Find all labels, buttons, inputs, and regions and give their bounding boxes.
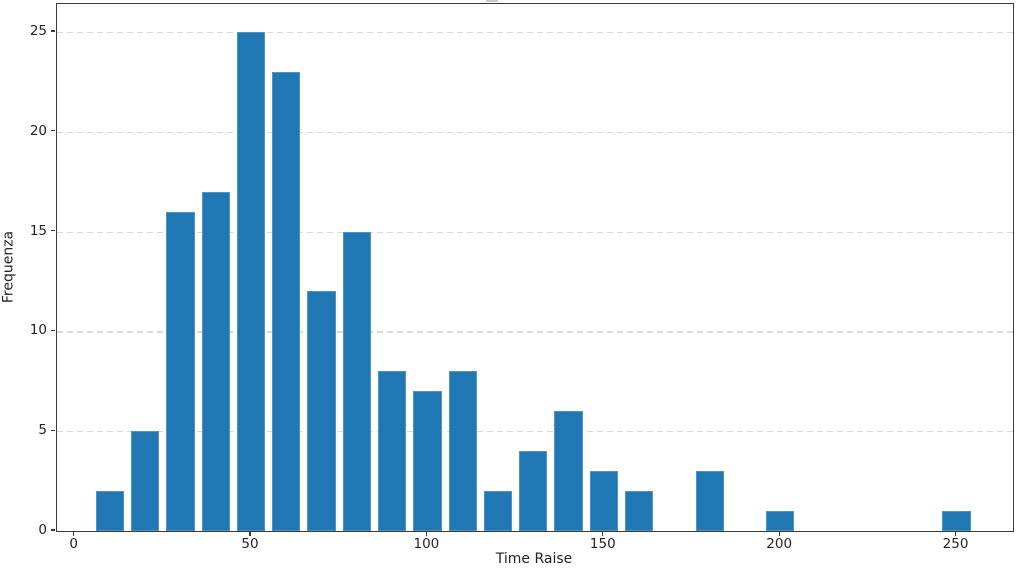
y-axis-title: Frequenza bbox=[0, 230, 17, 304]
x-tick-label: 250 bbox=[942, 536, 969, 552]
x-tick-mark bbox=[954, 531, 957, 536]
bar bbox=[413, 391, 442, 531]
y-tick-label: 10 bbox=[29, 322, 47, 339]
bar bbox=[942, 511, 971, 531]
plot-area bbox=[56, 3, 1014, 532]
bar bbox=[95, 491, 125, 531]
y-tick-mark bbox=[51, 329, 55, 331]
bar bbox=[483, 491, 513, 531]
bar bbox=[131, 431, 160, 531]
x-tick-mark bbox=[602, 531, 604, 536]
bar bbox=[624, 491, 654, 531]
y-tick-mark bbox=[51, 429, 55, 431]
bar bbox=[766, 511, 795, 531]
x-tick-label: 50 bbox=[241, 536, 259, 552]
bar bbox=[589, 471, 618, 531]
x-tick-mark bbox=[249, 531, 251, 536]
y-tick-label: 25 bbox=[29, 22, 47, 39]
bar bbox=[695, 471, 724, 531]
y-tick-mark bbox=[51, 229, 55, 232]
y-gridline bbox=[57, 331, 1013, 333]
bar bbox=[448, 371, 477, 531]
y-tick-label: 20 bbox=[29, 122, 47, 139]
bar bbox=[272, 71, 301, 531]
cropped-title-fragment bbox=[486, 0, 498, 2]
x-tick-mark bbox=[778, 531, 780, 536]
bar bbox=[201, 191, 230, 531]
bar bbox=[519, 451, 548, 531]
bar bbox=[236, 31, 266, 531]
bar bbox=[378, 371, 407, 531]
x-tick-label: 150 bbox=[589, 536, 616, 552]
x-tick-label: 100 bbox=[413, 536, 440, 552]
x-tick-mark bbox=[425, 531, 427, 536]
y-gridline bbox=[57, 131, 1013, 134]
x-axis-title: Time Raise bbox=[495, 551, 573, 567]
y-gridline bbox=[57, 431, 1013, 433]
y-tick-label: 5 bbox=[38, 422, 47, 439]
y-tick-label: 15 bbox=[29, 222, 47, 239]
x-tick-mark bbox=[73, 531, 75, 536]
y-tick-mark bbox=[51, 30, 55, 32]
y-tick-mark bbox=[51, 529, 55, 531]
x-tick-label: 200 bbox=[766, 536, 793, 552]
y-gridline bbox=[57, 231, 1013, 233]
y-tick-mark bbox=[51, 130, 55, 132]
y-tick-label: 0 bbox=[38, 522, 47, 538]
bar bbox=[554, 411, 583, 531]
y-gridline bbox=[57, 31, 1013, 34]
x-tick-label: 0 bbox=[69, 536, 78, 552]
bar bbox=[166, 211, 195, 531]
bar bbox=[342, 231, 371, 531]
bar bbox=[307, 291, 336, 531]
